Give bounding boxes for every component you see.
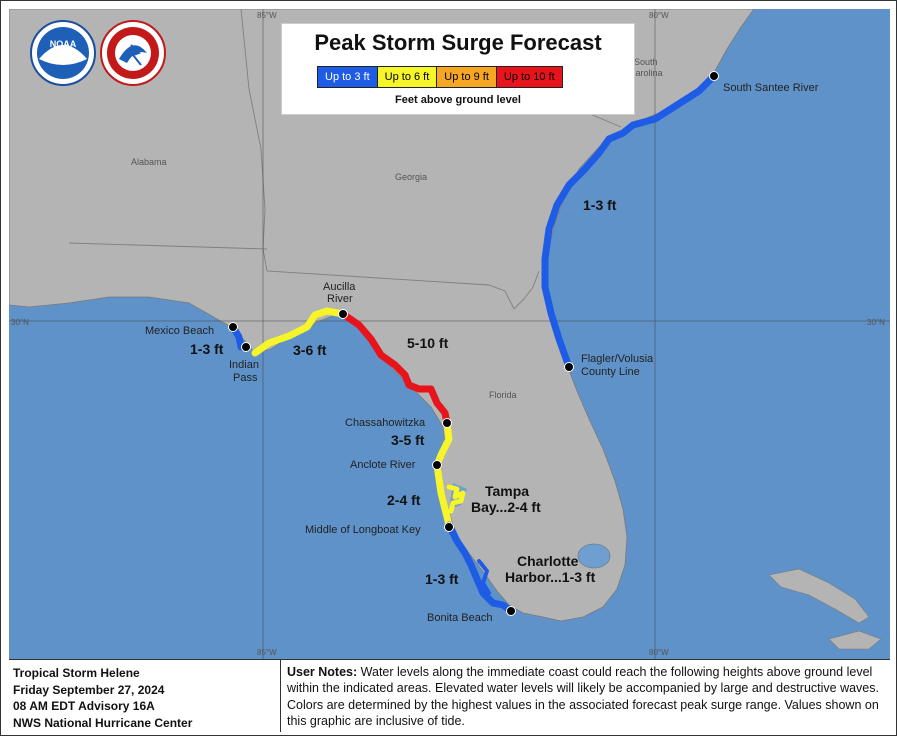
range-big-bend: 5-10 ft <box>407 335 449 351</box>
marker-bonita-beach <box>506 606 516 616</box>
lon-85-label-top: 85°W <box>257 11 277 20</box>
range-tampa-coast: 2-4 ft <box>387 492 421 508</box>
marker-indian-pass <box>241 342 251 352</box>
bahamas-island-south <box>828 630 882 650</box>
label-chassahowitzka: Chassahowitzka <box>345 417 426 429</box>
marker-aucilla-river <box>338 309 348 319</box>
marker-south-santee <box>709 71 719 81</box>
marker-anclote-river <box>432 460 442 470</box>
land-mass <box>8 8 755 622</box>
legend-subtitle: Feet above ground level <box>395 94 521 106</box>
label-indian-pass: Indian Pass <box>229 359 259 384</box>
label-anclote-river: Anclote River <box>350 459 416 471</box>
legend-up-to-6: Up to 6 ft <box>377 67 438 87</box>
label-flagler-volusia: Flagler/Volusia County Line <box>581 353 654 378</box>
lat-30-label-left: 30°N <box>11 318 29 327</box>
lon-80-label-bottom: 80°W <box>649 648 669 657</box>
bahamas-island <box>768 568 870 624</box>
label-mexico-beach: Mexico Beach <box>145 325 214 337</box>
range-tampa-bay: Tampa Bay...2-4 ft <box>471 483 541 515</box>
segment-tampa-bay <box>446 484 466 514</box>
info-panel: Tropical Storm Helene Friday September 2… <box>9 659 890 732</box>
legend-up-to-9: Up to 9 ft <box>437 67 497 87</box>
location-markers <box>228 71 719 616</box>
state-label-florida: Florida <box>489 390 517 400</box>
label-aucilla-river: Aucilla River <box>323 281 356 305</box>
user-notes-text: Water levels along the immediate coast c… <box>287 665 879 728</box>
label-bonita-beach: Bonita Beach <box>427 612 492 624</box>
storm-info: Tropical Storm Helene Friday September 2… <box>9 660 281 732</box>
lake-okeechobee <box>577 543 611 569</box>
issuing-center: NWS National Hurricane Center <box>13 715 193 730</box>
legend-up-to-3: Up to 3 ft <box>318 67 378 87</box>
advisory-date: Friday September 27, 2024 <box>13 682 165 697</box>
range-panhandle-west: 1-3 ft <box>190 341 224 357</box>
storm-name: Tropical Storm Helene <box>13 666 140 680</box>
surge-legend: Up to 3 ft Up to 6 ft Up to 9 ft Up to 1… <box>317 66 563 88</box>
state-label-alabama: Alabama <box>131 157 167 167</box>
segment-chassahowitzka-longboat <box>433 419 453 529</box>
user-notes-label: User Notes: <box>287 665 358 679</box>
state-label-south-carolina: South Carolina <box>629 57 663 78</box>
range-charlotte-harbor: Charlotte Harbor...1-3 ft <box>505 553 596 585</box>
marker-longboat-key <box>444 522 454 532</box>
segment-flagler-south-santee <box>541 73 717 371</box>
advisory-number: 08 AM EDT Advisory 16A <box>13 699 155 713</box>
user-notes: User Notes: Water levels along the immed… <box>281 660 890 732</box>
marker-mexico-beach <box>228 322 238 332</box>
range-nature-coast: 3-5 ft <box>391 432 425 448</box>
map-svg: 85°W 80°W 85°W 80°W 30°N 30°N Alabama Ge… <box>8 8 890 659</box>
lon-80-label-top: 80°W <box>649 11 669 20</box>
marker-chassahowitzka <box>442 418 452 428</box>
range-sw-coast: 1-3 ft <box>425 571 459 587</box>
range-east-coast: 1-3 ft <box>583 197 617 213</box>
range-big-bend-west: 3-6 ft <box>293 342 327 358</box>
lat-30-label-right: 30°N <box>867 318 885 327</box>
noaa-logo: NOAA <box>30 20 96 86</box>
segment-indian-pass-aucilla <box>251 307 347 357</box>
segment-charlotte-harbor <box>477 559 491 595</box>
marker-flagler-volusia <box>564 362 574 372</box>
legend-up-to-10: Up to 10 ft <box>496 67 562 87</box>
noaa-logo-text: NOAA <box>50 39 77 49</box>
nws-logo <box>100 20 166 86</box>
segment-longboat-bonita <box>445 521 515 615</box>
lon-85-label-bottom: 85°W <box>257 648 277 657</box>
label-longboat-key: Middle of Longboat Key <box>305 524 421 536</box>
segment-aucilla-chassahowitzka <box>339 310 451 427</box>
map-area: 85°W 80°W 85°W 80°W 30°N 30°N Alabama Ge… <box>8 8 890 659</box>
map-title: Peak Storm Surge Forecast <box>314 30 602 55</box>
title-legend-box: Peak Storm Surge Forecast Up to 3 ft Up … <box>281 23 635 115</box>
label-south-santee: South Santee River <box>723 82 819 94</box>
state-label-georgia: Georgia <box>395 172 427 182</box>
